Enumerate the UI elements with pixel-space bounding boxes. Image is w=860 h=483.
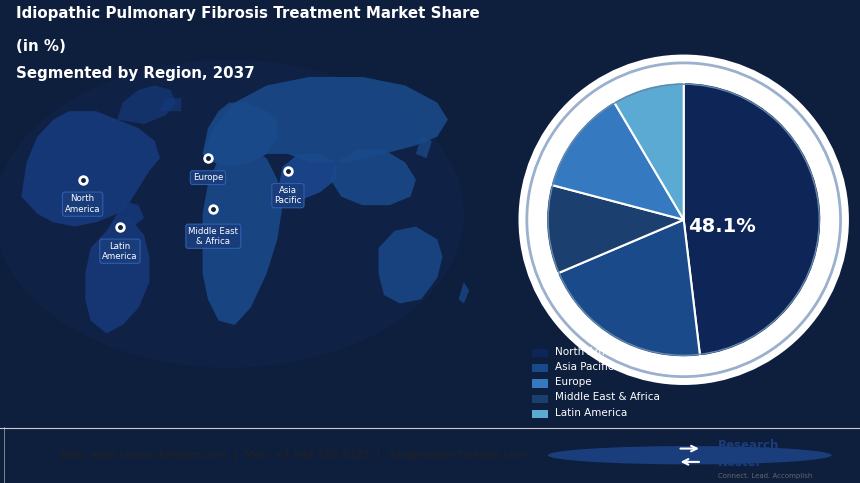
Polygon shape — [458, 282, 470, 303]
Wedge shape — [550, 101, 684, 220]
Text: Web: www.researchnester.com  |  Mob: +1 646 586 9123  |  info@researchnester.com: Web: www.researchnester.com | Mob: +1 64… — [58, 450, 526, 460]
Wedge shape — [614, 82, 684, 220]
Polygon shape — [277, 154, 336, 201]
Wedge shape — [684, 82, 821, 356]
Text: Segmented by Region, 2037: Segmented by Region, 2037 — [16, 66, 255, 81]
Polygon shape — [330, 150, 416, 205]
Polygon shape — [160, 99, 181, 111]
Polygon shape — [85, 213, 150, 333]
Ellipse shape — [0, 60, 464, 368]
Text: Latin
America: Latin America — [102, 242, 138, 261]
Text: Idiopathic Pulmonary Fibrosis Treatment Market Share: Idiopathic Pulmonary Fibrosis Treatment … — [16, 6, 480, 21]
Circle shape — [546, 82, 821, 357]
Text: Connect. Lead. Accomplish: Connect. Lead. Accomplish — [718, 473, 813, 479]
Text: Research: Research — [718, 439, 779, 452]
Polygon shape — [22, 111, 160, 227]
Polygon shape — [117, 85, 176, 124]
Polygon shape — [203, 77, 448, 167]
Text: Europe: Europe — [193, 173, 223, 182]
Wedge shape — [546, 185, 684, 273]
FancyBboxPatch shape — [532, 395, 548, 403]
FancyBboxPatch shape — [532, 364, 548, 372]
Polygon shape — [203, 150, 283, 325]
FancyBboxPatch shape — [532, 410, 548, 418]
Text: Europe: Europe — [555, 377, 592, 387]
Text: Asia Pacific: Asia Pacific — [555, 362, 613, 372]
Polygon shape — [378, 227, 443, 303]
Text: Middle East & Africa: Middle East & Africa — [555, 393, 660, 402]
Wedge shape — [557, 220, 700, 357]
Circle shape — [548, 446, 832, 464]
Polygon shape — [203, 102, 277, 167]
Text: Asia
Pacific: Asia Pacific — [274, 186, 302, 205]
FancyBboxPatch shape — [532, 380, 548, 388]
FancyBboxPatch shape — [532, 349, 548, 357]
Text: Nester: Nester — [718, 456, 763, 469]
Polygon shape — [416, 137, 432, 158]
Text: North America: North America — [555, 347, 630, 357]
Text: 48.1%: 48.1% — [688, 217, 756, 236]
Text: Middle East
& Africa: Middle East & Africa — [188, 227, 238, 246]
Text: North
America: North America — [64, 195, 101, 214]
Polygon shape — [117, 201, 144, 227]
Text: Latin America: Latin America — [555, 408, 627, 418]
Text: (in %): (in %) — [16, 39, 66, 54]
Circle shape — [528, 64, 839, 375]
